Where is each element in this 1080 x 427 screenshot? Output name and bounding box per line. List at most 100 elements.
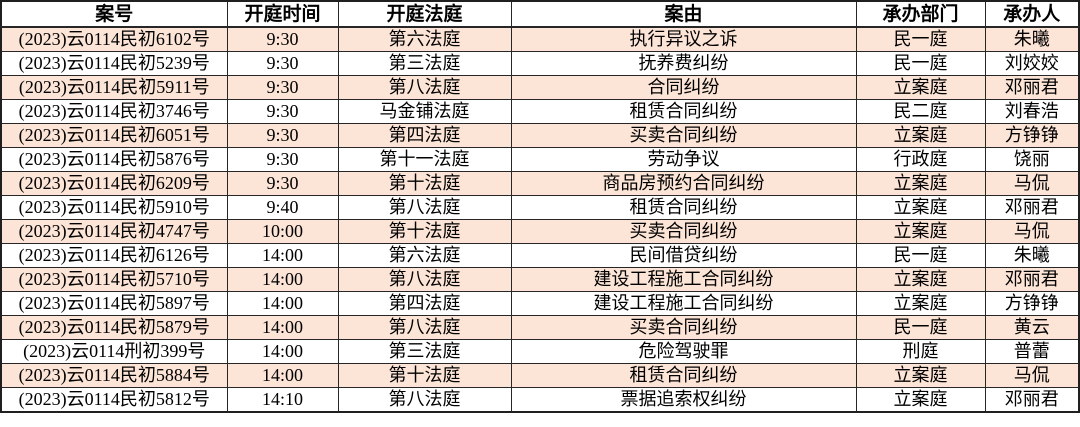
cell-handler: 饶丽 <box>984 147 1080 172</box>
cell-cause: 建设工程施工合同纠纷 <box>510 291 857 316</box>
table-row: (2023)云0114民初5812号 14:10 第八法庭 票据追索权纠纷 立案庭 邓丽君 <box>0 387 1080 413</box>
column-header-department: 承办部门 <box>855 0 986 28</box>
cell-courtroom: 第三法庭 <box>337 51 512 76</box>
cell-courtroom: 第八法庭 <box>337 387 512 413</box>
cell-cause: 租赁合同纠纷 <box>510 363 857 388</box>
cell-hearing-time: 9:30 <box>226 99 339 124</box>
table-body: (2023)云0114民初6102号 9:30 第六法庭 执行异议之诉 民一庭 朱曦 (20… <box>0 26 1080 413</box>
cell-department: 立案庭 <box>855 363 986 388</box>
cell-department: 民一庭 <box>855 26 986 52</box>
cell-handler: 邓丽君 <box>984 387 1080 413</box>
table-row: (2023)云0114民初4747号 10:00 第十法庭 买卖合同纠纷 立案庭 马侃 <box>0 219 1080 244</box>
cell-department: 立案庭 <box>855 291 986 316</box>
table-row: (2023)云0114民初3746号 9:30 马金铺法庭 租赁合同纠纷 民二庭 刘春浩 <box>0 99 1080 124</box>
cell-department: 立案庭 <box>855 123 986 148</box>
table-row: (2023)云0114民初5710号 14:00 第八法庭 建设工程施工合同纠纷 立案庭… <box>0 267 1080 292</box>
cell-department: 民一庭 <box>855 51 986 76</box>
cell-courtroom: 第十一法庭 <box>337 147 512 172</box>
cell-case-number: (2023)云0114民初5876号 <box>0 147 228 172</box>
column-header-courtroom: 开庭法庭 <box>337 0 512 28</box>
cell-courtroom: 马金铺法庭 <box>337 99 512 124</box>
table-row: (2023)云0114民初6209号 9:30 第十法庭 商品房预约合同纠纷 立案庭 马侃 <box>0 171 1080 196</box>
cell-hearing-time: 9:30 <box>226 171 339 196</box>
cell-department: 行政庭 <box>855 147 986 172</box>
cell-courtroom: 第十法庭 <box>337 171 512 196</box>
cell-hearing-time: 9:30 <box>226 51 339 76</box>
cell-case-number: (2023)云0114民初4747号 <box>0 219 228 244</box>
cell-department: 立案庭 <box>855 171 986 196</box>
table-row: (2023)云0114民初5897号 14:00 第四法庭 建设工程施工合同纠纷 立案庭… <box>0 291 1080 316</box>
cell-case-number: (2023)云0114民初5897号 <box>0 291 228 316</box>
cell-handler: 邓丽君 <box>984 195 1080 220</box>
cell-hearing-time: 9:30 <box>226 75 339 100</box>
cell-department: 民二庭 <box>855 99 986 124</box>
court-hearing-schedule-table: 案号 开庭时间 开庭法庭 案由 承办部门 承办人 (2023)云0114民初6102号 9:… <box>0 0 1080 413</box>
cell-case-number: (2023)云0114民初5879号 <box>0 315 228 340</box>
cell-case-number: (2023)云0114民初6102号 <box>0 26 228 52</box>
cell-department: 民一庭 <box>855 243 986 268</box>
cell-hearing-time: 14:00 <box>226 363 339 388</box>
cell-case-number: (2023)云0114民初5911号 <box>0 75 228 100</box>
cell-department: 立案庭 <box>855 267 986 292</box>
cell-cause: 执行异议之诉 <box>510 26 857 52</box>
cell-case-number: (2023)云0114民初5812号 <box>0 387 228 413</box>
table-row: (2023)云0114民初5239号 9:30 第三法庭 抚养费纠纷 民一庭 刘姣姣 <box>0 51 1080 76</box>
cell-courtroom: 第十法庭 <box>337 219 512 244</box>
cell-courtroom: 第八法庭 <box>337 315 512 340</box>
cell-hearing-time: 14:00 <box>226 315 339 340</box>
header-row: 案号 开庭时间 开庭法庭 案由 承办部门 承办人 <box>0 0 1080 28</box>
cell-handler: 刘姣姣 <box>984 51 1080 76</box>
cell-cause: 买卖合同纠纷 <box>510 315 857 340</box>
table-row: (2023)云0114民初5876号 9:30 第十一法庭 劳动争议 行政庭 饶丽 <box>0 147 1080 172</box>
cell-department: 立案庭 <box>855 219 986 244</box>
cell-handler: 朱曦 <box>984 26 1080 52</box>
column-header-handler: 承办人 <box>984 0 1080 28</box>
cell-hearing-time: 14:10 <box>226 387 339 413</box>
cell-cause: 买卖合同纠纷 <box>510 219 857 244</box>
cell-handler: 马侃 <box>984 363 1080 388</box>
cell-hearing-time: 9:30 <box>226 26 339 52</box>
cell-department: 立案庭 <box>855 75 986 100</box>
table-row: (2023)云0114民初5879号 14:00 第八法庭 买卖合同纠纷 民一庭 黄云 <box>0 315 1080 340</box>
cell-cause: 合同纠纷 <box>510 75 857 100</box>
cell-cause: 租赁合同纠纷 <box>510 99 857 124</box>
cell-cause: 建设工程施工合同纠纷 <box>510 267 857 292</box>
cell-handler: 方铮铮 <box>984 123 1080 148</box>
cell-cause: 买卖合同纠纷 <box>510 123 857 148</box>
cell-courtroom: 第六法庭 <box>337 26 512 52</box>
cell-case-number: (2023)云0114刑初399号 <box>0 339 228 364</box>
cell-hearing-time: 9:30 <box>226 147 339 172</box>
cell-handler: 邓丽君 <box>984 75 1080 100</box>
cell-department: 立案庭 <box>855 195 986 220</box>
column-header-hearing-time: 开庭时间 <box>226 0 339 28</box>
cell-handler: 马侃 <box>984 171 1080 196</box>
cell-case-number: (2023)云0114民初5910号 <box>0 195 228 220</box>
cell-hearing-time: 10:00 <box>226 219 339 244</box>
cell-handler: 朱曦 <box>984 243 1080 268</box>
cell-cause: 劳动争议 <box>510 147 857 172</box>
cell-case-number: (2023)云0114民初6126号 <box>0 243 228 268</box>
cell-case-number: (2023)云0114民初3746号 <box>0 99 228 124</box>
cell-courtroom: 第四法庭 <box>337 291 512 316</box>
cell-courtroom: 第八法庭 <box>337 195 512 220</box>
table-row: (2023)云0114民初6126号 14:00 第六法庭 民间借贷纠纷 民一庭 朱曦 <box>0 243 1080 268</box>
table-row: (2023)云0114刑初399号 14:00 第三法庭 危险驾驶罪 刑庭 普蕾 <box>0 339 1080 364</box>
table-header: 案号 开庭时间 开庭法庭 案由 承办部门 承办人 <box>0 0 1080 28</box>
cell-handler: 刘春浩 <box>984 99 1080 124</box>
cell-cause: 民间借贷纠纷 <box>510 243 857 268</box>
table-row: (2023)云0114民初5911号 9:30 第八法庭 合同纠纷 立案庭 邓丽君 <box>0 75 1080 100</box>
table-row: (2023)云0114民初5884号 14:00 第十法庭 租赁合同纠纷 立案庭 马侃 <box>0 363 1080 388</box>
cell-case-number: (2023)云0114民初5239号 <box>0 51 228 76</box>
column-header-cause: 案由 <box>510 0 857 28</box>
cell-hearing-time: 9:40 <box>226 195 339 220</box>
cell-cause: 危险驾驶罪 <box>510 339 857 364</box>
cell-hearing-time: 9:30 <box>226 123 339 148</box>
cell-handler: 方铮铮 <box>984 291 1080 316</box>
column-header-case-number: 案号 <box>0 0 228 28</box>
table-row: (2023)云0114民初6102号 9:30 第六法庭 执行异议之诉 民一庭 朱曦 <box>0 26 1080 52</box>
cell-case-number: (2023)云0114民初5710号 <box>0 267 228 292</box>
cell-handler: 马侃 <box>984 219 1080 244</box>
cell-cause: 租赁合同纠纷 <box>510 195 857 220</box>
cell-case-number: (2023)云0114民初5884号 <box>0 363 228 388</box>
